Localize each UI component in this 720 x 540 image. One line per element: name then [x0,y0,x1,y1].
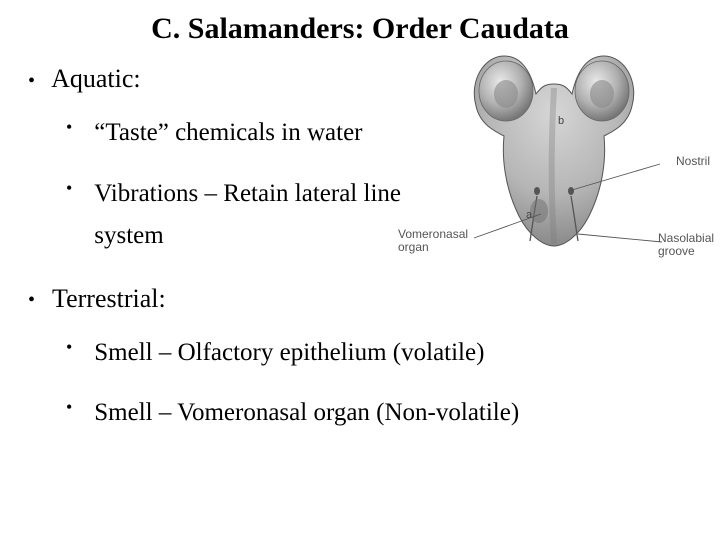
bullet-dot: • [66,112,88,143]
item-text: Smell – Olfactory epithelium (volatile) [94,332,484,375]
bullet-dot: • [66,392,88,423]
item-text: “Taste” chemicals in water [94,112,362,155]
item-text: Smell – Vomeronasal organ (Non-volatile) [94,392,519,435]
section-terrestrial-heading: • Terrestrial: [20,284,710,314]
terrestrial-item-2: • Smell – Vomeronasal organ (Non-volatil… [66,392,666,435]
bullet-dot: • [66,173,88,204]
salamander-head-figure: b a Nostril Vomeronasal organ Nasolabial… [434,46,714,276]
figure-label-b: b [558,115,564,127]
item-text: Vibrations – Retain lateral line system [94,173,414,258]
figure-label-nasolabial: Nasolabial groove [658,232,718,258]
heading-text: Terrestrial: [52,284,166,313]
figure-label-nostril: Nostril [676,154,710,168]
bullet-dot: • [28,289,46,312]
bullet-dot: • [28,70,46,93]
figure-label-vomeronasal: Vomeronasal organ [398,228,478,254]
terrestrial-item-1: • Smell – Olfactory epithelium (volatile… [66,332,666,375]
bullet-dot: • [66,332,88,363]
heading-text: Aquatic: [51,64,141,93]
